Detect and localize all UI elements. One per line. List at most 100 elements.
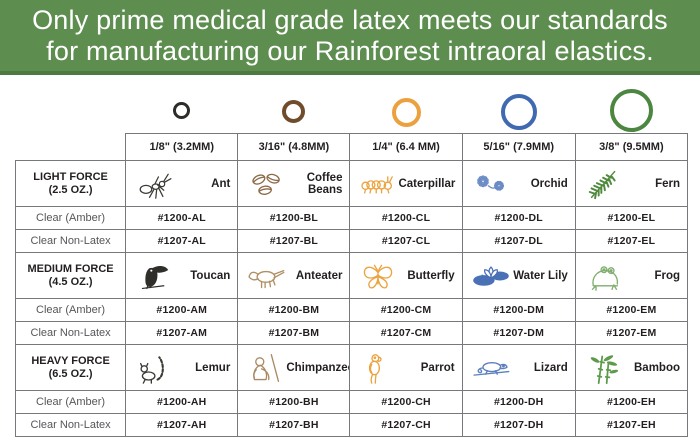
- elastics-table: 1/8" (3.2MM) 3/16" (4.8MM) 1/4" (6.4 MM)…: [14, 133, 689, 437]
- ring-brown-icon: [282, 100, 306, 123]
- code-cell: #1200-DH: [461, 390, 576, 414]
- animal-name: Parrot: [420, 361, 455, 374]
- animal-name: Ant: [211, 177, 231, 190]
- light-clear-amber-row: Clear (Amber) #1200-AL #1200-BL #1200-CL…: [14, 206, 689, 230]
- animal-name: Orchid: [530, 177, 568, 190]
- lemur-icon: [134, 352, 174, 384]
- force-title: MEDIUM FORCE: [27, 262, 114, 275]
- ring-blue-icon: [501, 94, 538, 130]
- medium-force-row: MEDIUM FORCE (4.5 OZ.) Toucan: [14, 252, 689, 299]
- animal-name: Caterpillar: [398, 177, 456, 190]
- code-cell: #1207-EM: [574, 321, 689, 345]
- code-cell: #1207-CH: [349, 413, 463, 437]
- size-header-1-4: 1/4" (6.4 MM): [349, 133, 463, 161]
- code-cell: #1200-DL: [461, 206, 576, 230]
- code-cell: #1207-DM: [461, 321, 576, 345]
- animal-cell-parrot: Parrot: [349, 344, 463, 391]
- ring-black-icon: [172, 102, 190, 119]
- code-cell: #1207-BM: [237, 321, 351, 345]
- orchid-icon: [471, 168, 511, 200]
- code-cell: #1200-AM: [125, 298, 239, 322]
- code-cell: #1200-CH: [349, 390, 463, 414]
- code-cell: #1200-AH: [125, 390, 239, 414]
- size-header-1-8: 1/8" (3.2MM): [125, 133, 239, 161]
- force-oz: (6.5 OZ.): [48, 367, 93, 380]
- code-cell: #1200-CM: [349, 298, 463, 322]
- force-title: LIGHT FORCE: [33, 170, 108, 183]
- code-cell: #1207-DH: [461, 413, 576, 437]
- caterpillar-icon: [358, 168, 398, 200]
- animal-name: Frog: [654, 269, 680, 282]
- animal-cell-chimpanzee: Chimpanzee: [237, 344, 351, 391]
- ring-green-icon: [610, 89, 654, 132]
- fern-icon: [584, 168, 624, 200]
- variant-label: Clear Non-Latex: [14, 321, 127, 345]
- size-header-3-16: 3/16" (4.8MM): [237, 133, 351, 161]
- animal-cell-ant: Ant: [125, 160, 239, 207]
- animal-cell-caterpillar: Caterpillar: [349, 160, 463, 207]
- animal-cell-toucan: Toucan: [125, 252, 239, 299]
- animal-cell-water-lily: Water Lily: [461, 252, 576, 299]
- ring-size-samples: [125, 75, 688, 133]
- code-cell: #1207-BL: [237, 229, 351, 253]
- size-header-3-8: 3/8" (9.5MM): [574, 133, 689, 161]
- code-cell: #1207-EL: [574, 229, 689, 253]
- medium-non-latex-row: Clear Non-Latex #1207-AM #1207-BM #1207-…: [14, 321, 689, 345]
- code-cell: #1207-CL: [349, 229, 463, 253]
- size-header-row: 1/8" (3.2MM) 3/16" (4.8MM) 1/4" (6.4 MM)…: [16, 133, 689, 161]
- size-header-5-16: 5/16" (7.9MM): [461, 133, 576, 161]
- animal-name: Butterfly: [407, 269, 455, 282]
- animal-cell-lemur: Lemur: [125, 344, 239, 391]
- animal-cell-lizard: Lizard: [461, 344, 576, 391]
- ring-orange-icon: [391, 98, 421, 127]
- banner-line-2: for manufacturing our Rainforest intraor…: [46, 35, 654, 66]
- animal-name: Chimpanzee: [286, 361, 350, 374]
- medium-clear-amber-row: Clear (Amber) #1200-AM #1200-BM #1200-CM…: [14, 298, 689, 322]
- code-cell: #1207-BH: [237, 413, 351, 437]
- light-non-latex-row: Clear Non-Latex #1207-AL #1207-BL #1207-…: [14, 229, 689, 253]
- animal-cell-butterfly: Butterfly: [349, 252, 463, 299]
- variant-label: Clear (Amber): [14, 206, 127, 230]
- animal-name: Lemur: [195, 361, 231, 374]
- butterfly-icon: [358, 260, 398, 292]
- animal-cell-bamboo: Bamboo: [574, 344, 689, 391]
- code-cell: #1207-AH: [125, 413, 239, 437]
- code-cell: #1207-DL: [461, 229, 576, 253]
- frog-icon: [584, 260, 624, 292]
- code-cell: #1207-EH: [574, 413, 689, 437]
- light-force-row: LIGHT FORCE (2.5 OZ.) Ant: [14, 160, 689, 207]
- ant-icon: [134, 168, 174, 200]
- banner-line-1: Only prime medical grade latex meets our…: [32, 4, 668, 35]
- water-lily-icon: [471, 260, 511, 292]
- parrot-icon: [358, 352, 398, 384]
- heavy-clear-amber-row: Clear (Amber) #1200-AH #1200-BH #1200-CH…: [14, 390, 689, 414]
- force-oz: (2.5 OZ.): [48, 183, 93, 196]
- animal-name: Water Lily: [513, 269, 568, 282]
- animal-name: Bamboo: [634, 361, 680, 374]
- animal-name: Lizard: [533, 361, 568, 374]
- animal-cell-fern: Fern: [574, 160, 689, 207]
- coffee-beans-icon: [246, 168, 286, 200]
- code-cell: #1200-EL: [574, 206, 689, 230]
- medium-force-label-cell: MEDIUM FORCE (4.5 OZ.): [14, 252, 127, 299]
- code-cell: #1200-AL: [125, 206, 239, 230]
- header-banner: Only prime medical grade latex meets our…: [0, 0, 700, 75]
- lizard-icon: [471, 352, 511, 384]
- force-oz: (4.5 OZ.): [48, 275, 93, 288]
- bamboo-icon: [584, 352, 624, 384]
- animal-cell-orchid: Orchid: [461, 160, 576, 207]
- code-cell: #1207-AM: [125, 321, 239, 345]
- blank-corner-cell: [16, 134, 126, 161]
- animal-cell-frog: Frog: [574, 252, 689, 299]
- heavy-force-label-cell: HEAVY FORCE (6.5 OZ.): [14, 344, 127, 391]
- code-cell: #1200-BM: [237, 298, 351, 322]
- animal-name: Fern: [655, 177, 680, 190]
- chimpanzee-icon: [246, 352, 286, 384]
- code-cell: #1207-AL: [125, 229, 239, 253]
- code-cell: #1200-DM: [461, 298, 576, 322]
- variant-label: Clear Non-Latex: [14, 413, 127, 437]
- toucan-icon: [134, 260, 174, 292]
- code-cell: #1200-BL: [237, 206, 351, 230]
- code-cell: #1200-EH: [574, 390, 689, 414]
- code-cell: #1200-BH: [237, 390, 351, 414]
